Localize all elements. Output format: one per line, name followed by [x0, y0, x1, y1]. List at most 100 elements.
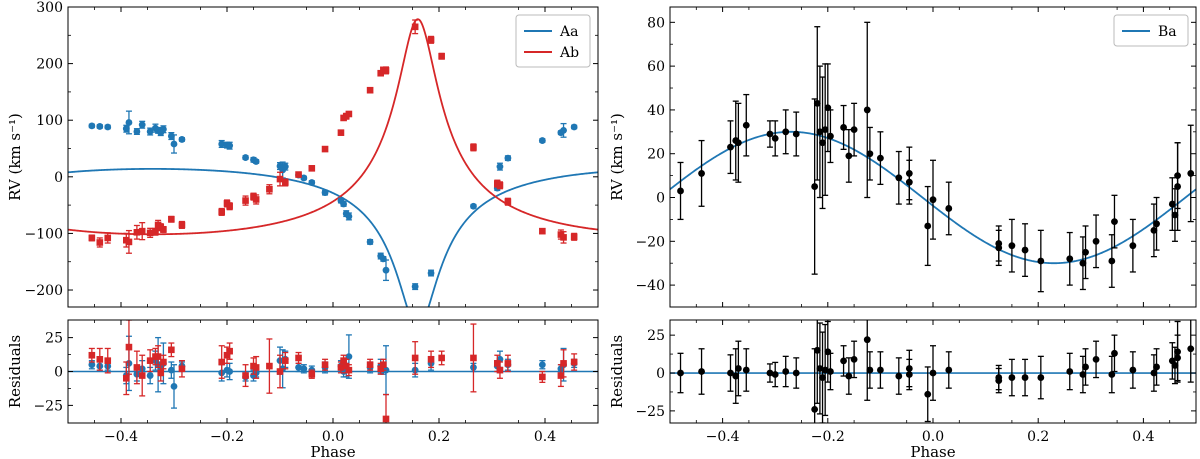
- marker-square: [88, 351, 96, 359]
- marker-square: [539, 373, 546, 381]
- marker-square: [276, 175, 284, 183]
- data-point-aa: [226, 141, 234, 150]
- data-point-ba: [866, 126, 874, 181]
- x-axis-label: Phase: [910, 443, 955, 459]
- marker-square: [321, 145, 329, 153]
- data-point-ba: [840, 104, 847, 150]
- data-point-ab: [295, 171, 302, 178]
- data-point-ab: [168, 342, 175, 358]
- marker-circle: [945, 205, 953, 212]
- data-point-ba: [1082, 348, 1089, 386]
- marker-square: [295, 171, 302, 178]
- marker-square: [218, 208, 225, 216]
- marker-square: [226, 202, 233, 210]
- data-point-ab: [146, 227, 154, 239]
- data-point-ba: [877, 351, 884, 389]
- x-tick-label: 0.0: [322, 429, 344, 445]
- data-point-aa: [411, 283, 419, 291]
- marker-circle: [1150, 226, 1158, 234]
- marker-circle: [1129, 242, 1137, 250]
- data-point-ba: [813, 26, 821, 181]
- data-point-ba: [877, 131, 884, 186]
- data-point-ba: [771, 361, 779, 388]
- legend: Aa Ab: [515, 14, 591, 68]
- model-curve-aa: [68, 167, 598, 307]
- data-point-ab: [560, 349, 567, 378]
- marker-circle: [827, 368, 834, 375]
- marker-circle: [146, 128, 154, 135]
- marker-circle: [866, 366, 874, 374]
- data-point-ab: [382, 66, 390, 75]
- marker-circle: [698, 368, 705, 375]
- plot-area: [670, 320, 1196, 423]
- data-point-aa: [366, 238, 374, 246]
- marker-circle: [178, 136, 186, 143]
- marker-circle: [1108, 371, 1116, 378]
- y-tick-label: 25: [45, 331, 63, 347]
- data-point-ab: [438, 350, 445, 366]
- marker-square: [157, 369, 165, 377]
- data-point-ab: [539, 227, 546, 235]
- data-point-ba: [1174, 142, 1181, 210]
- marker-square: [178, 221, 186, 229]
- marker-circle: [1108, 257, 1116, 265]
- data-point-ba: [840, 345, 847, 377]
- data-point-aa: [340, 200, 347, 208]
- marker-square: [470, 354, 477, 362]
- marker-circle: [1168, 200, 1176, 208]
- data-point-ba: [905, 358, 913, 391]
- y-tick-label: 100: [36, 113, 63, 129]
- marker-square: [168, 346, 175, 354]
- marker-circle: [732, 372, 740, 380]
- data-point-ab: [366, 358, 374, 371]
- marker-circle: [1171, 211, 1179, 219]
- data-point-ab: [242, 195, 249, 206]
- marker-circle: [863, 336, 871, 344]
- marker-circle: [308, 179, 316, 186]
- marker-circle: [766, 130, 774, 138]
- marker-circle: [138, 121, 146, 129]
- marker-circle: [427, 269, 435, 277]
- marker-circle: [218, 140, 226, 148]
- marker-circle: [1066, 368, 1074, 375]
- marker-square: [494, 360, 501, 367]
- marker-square: [154, 353, 162, 360]
- data-point-ab: [125, 229, 133, 254]
- marker-square: [242, 197, 249, 204]
- marker-square: [88, 234, 96, 242]
- marker-circle: [821, 126, 829, 134]
- marker-square: [438, 52, 445, 60]
- data-point-ba: [811, 98, 819, 275]
- data-point-ba: [924, 366, 932, 423]
- y-tick-label: 0: [656, 366, 665, 382]
- data-point-ba: [698, 139, 705, 207]
- marker-circle: [340, 200, 347, 208]
- marker-circle: [300, 174, 308, 182]
- marker-square: [160, 358, 167, 366]
- panel-bottom-left: −0.4 −0.2 0.0 0.2 0.4 −25 0 25 Residuals Phase: [6, 319, 599, 459]
- data-point-ab: [146, 349, 154, 373]
- data-point-ba: [863, 21, 871, 199]
- marker-square: [411, 354, 419, 362]
- data-point-ab: [308, 165, 316, 172]
- marker-square: [223, 351, 231, 359]
- data-point-ab: [380, 358, 387, 371]
- data-point-ba: [742, 348, 750, 392]
- marker-circle: [1037, 374, 1045, 381]
- data-point-ab: [382, 393, 390, 423]
- data-point-ba: [945, 351, 953, 389]
- data-point-ba: [827, 109, 834, 164]
- data-point-ba: [677, 161, 684, 221]
- data-point-ba: [727, 354, 734, 392]
- marker-circle: [1174, 354, 1181, 362]
- data-point-aa: [88, 122, 96, 130]
- data-point-aa: [242, 154, 249, 161]
- marker-circle: [1082, 363, 1089, 371]
- data-point-aa: [281, 162, 289, 171]
- data-point-ab: [226, 202, 233, 211]
- marker-circle: [813, 346, 821, 354]
- data-point-aa: [88, 360, 96, 370]
- marker-square: [366, 86, 374, 94]
- marker-square: [96, 239, 104, 246]
- data-point-ba: [734, 340, 742, 397]
